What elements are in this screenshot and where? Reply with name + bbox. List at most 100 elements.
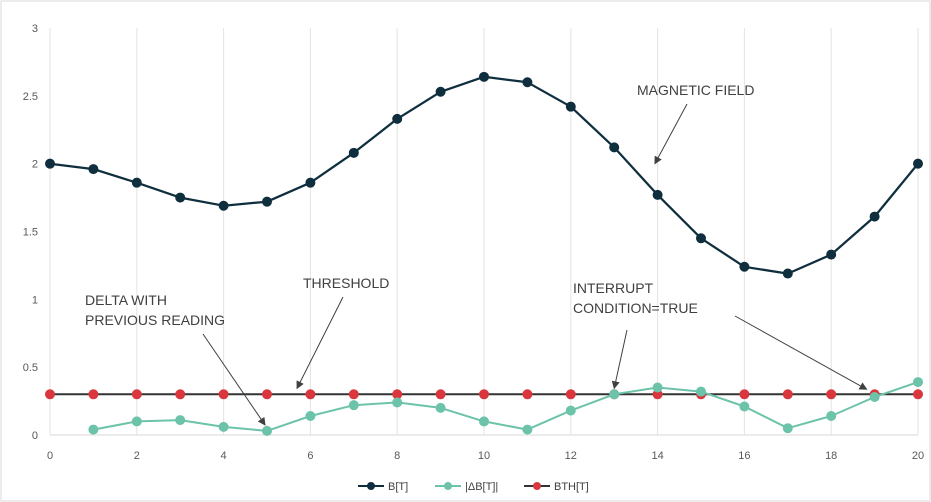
b-field-point [435,86,446,97]
b-field-point [782,268,793,279]
y-tick-label: 0.5 [23,362,38,374]
annotations: MAGNETIC FIELD THRESHOLD DELTA WITH PREVIOU… [85,82,868,426]
annotation-delta: DELTA WITH [85,292,167,308]
threshold-point [913,389,923,400]
delta-b-point [175,415,186,426]
threshold-point [262,389,272,400]
annotation-threshold: THRESHOLD [303,275,389,291]
x-tick-label: 14 [651,450,663,462]
b-field-point [218,200,229,211]
x-tick-label: 2 [134,450,140,462]
y-tick-label: 2 [32,159,38,171]
delta-b-legend-marker [444,482,452,490]
threshold-legend-label: BTH[T] [554,481,589,493]
y-tick-label: 1.5 [23,227,38,239]
delta-b-point [131,416,142,427]
delta-b-point [826,411,837,422]
b-field-point [739,261,750,272]
threshold-legend-marker [533,482,541,490]
delta-b-point [782,423,793,434]
annotation-arrow-interrupt-2 [734,315,868,390]
threshold-point [45,389,55,400]
threshold-point [739,389,750,400]
delta-b-legend-label: |ΔB[T]| [465,481,498,493]
b-field-point [696,233,706,244]
b-field-point [609,142,620,153]
b-field-point [262,196,272,207]
delta-b-point [696,386,706,397]
x-tick-label: 6 [307,450,313,462]
threshold-point [522,389,533,400]
delta-b-point [652,382,663,393]
b-field-point [826,249,837,260]
delta-b-point [262,425,272,436]
delta-b-line [93,381,919,432]
delta-b-point [479,416,489,427]
delta-b-point [392,397,403,408]
y-tick-label: 1 [32,294,38,306]
x-tick-label: 18 [825,450,837,462]
threshold-point [131,389,142,400]
b-field-point [392,113,403,124]
y-tick-label: 2.5 [23,91,38,103]
x-tick-label: 4 [221,450,227,462]
b-field-point [88,164,99,175]
delta-b-point [913,377,923,388]
delta-b-point [609,389,620,400]
b-field-point [913,158,923,169]
threshold-point [826,389,837,400]
x-tick-label: 16 [738,450,750,462]
legend: B[T] |ΔB[T]| BTH[T] [358,481,589,493]
b-field-point [479,71,489,82]
annotation-magnetic-field: MAGNETIC FIELD [637,82,754,98]
b-field-point [565,101,576,112]
x-tick-label: 0 [47,450,53,462]
threshold-point [565,389,576,400]
x-tick-label: 20 [912,450,924,462]
annotation-interrupt: CONDITION=TRUE [573,300,698,316]
b-field-point [175,192,186,203]
delta-b-point [218,421,229,432]
b-field-point [131,177,142,188]
axes: 0 2 4 6 8 10 12 14 16 18 20 0 0.5 1 1.5 2 2.5 3 [23,23,924,462]
b-field-point [522,77,533,88]
x-tick-label: 12 [565,450,577,462]
annotation-arrow-interrupt-1 [611,329,628,390]
delta-b-point [305,411,316,422]
b-field-legend-label: B[T] [388,481,408,493]
threshold-point [218,389,229,400]
y-tick-label: 3 [32,23,38,35]
threshold-point [305,389,316,400]
annotation-arrow-threshold [296,296,344,390]
threshold-point [479,389,489,400]
delta-b-point [869,392,880,403]
annotation-interrupt: INTERRUPT [573,280,654,296]
grid-lines [49,28,919,435]
b-field-point [305,177,316,188]
annotation-arrow-delta [202,333,266,426]
delta-b-point [348,400,359,411]
x-tick-label: 10 [478,450,490,462]
threshold-point [435,389,446,400]
threshold-point [348,389,359,400]
y-tick-label: 0 [32,430,38,442]
x-tick-label: 8 [394,450,400,462]
delta-b-point [88,424,99,435]
delta-b-point [435,402,446,413]
b-field-point [348,147,359,158]
threshold-point [88,389,99,400]
delta-b-point [565,405,576,416]
threshold-point [175,389,186,400]
b-field-legend-marker [367,482,375,490]
delta-b-point [739,401,750,412]
delta-b-point [522,424,533,435]
annotation-delta: PREVIOUS READING [85,312,225,328]
annotation-arrow-magnetic-field [654,103,688,165]
series-layer [45,71,923,436]
b-field-point [652,189,663,200]
b-field-point [869,211,880,222]
threshold-point [782,389,793,400]
b-field-point [45,158,55,169]
